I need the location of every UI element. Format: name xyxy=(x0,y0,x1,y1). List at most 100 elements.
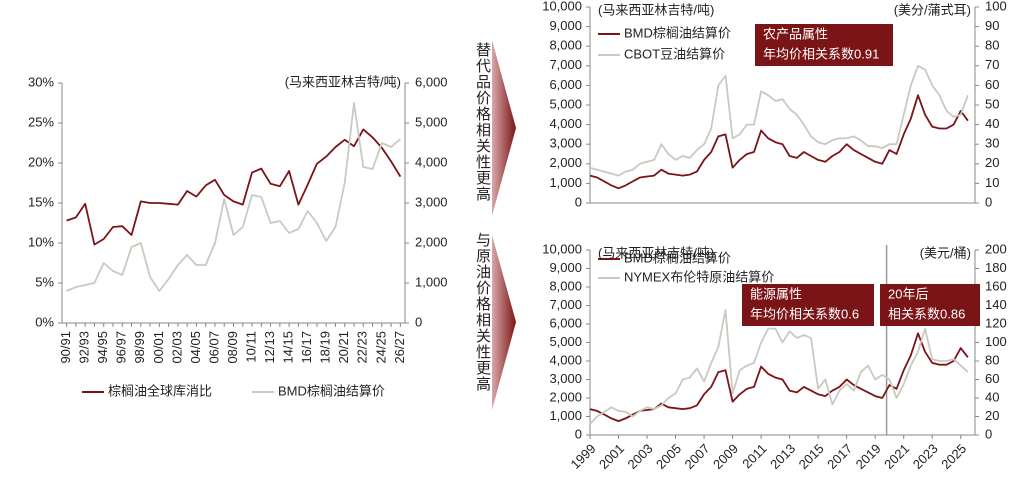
y2-tick-label: 10 xyxy=(985,175,999,190)
arrow xyxy=(492,235,516,410)
x-tick-label: 10/11 xyxy=(243,331,258,363)
y2-tick-label: 40 xyxy=(985,389,999,404)
y2-tick-label: 120 xyxy=(985,315,1007,330)
y2-tick-label: 4,000 xyxy=(415,154,448,169)
legend-label: BMD棕榈油结算价 xyxy=(624,25,731,40)
x-tick-label: 2019 xyxy=(853,441,884,472)
y2-tick-label: 3,000 xyxy=(415,194,448,209)
y-tick-label: 5,000 xyxy=(549,334,582,349)
y2-tick-label: 40 xyxy=(985,116,999,131)
annotation-box xyxy=(755,24,893,66)
legend-label: 棕榈油全球库消比 xyxy=(108,383,212,398)
y2-tick-label: 60 xyxy=(985,371,999,386)
y2-tick-label: 30 xyxy=(985,136,999,151)
y2-axis-label: (美分/蒲式耳) xyxy=(894,2,971,17)
legend-label: CBOT豆油结算价 xyxy=(624,46,725,61)
y2-tick-label: 20 xyxy=(985,408,999,423)
x-tick-label: 96/97 xyxy=(114,331,129,364)
y2-tick-label: 160 xyxy=(985,278,1007,293)
y-tick-label: 8,000 xyxy=(549,278,582,293)
annotation-text: 农产品属性 xyxy=(763,26,828,41)
series-line xyxy=(589,64,969,177)
x-tick-label: 12/13 xyxy=(262,331,277,364)
y2-tick-label: 200 xyxy=(985,241,1007,256)
x-tick-label: 2003 xyxy=(625,441,656,472)
y2-tick-label: 180 xyxy=(985,260,1007,275)
y-tick-label: 5% xyxy=(35,274,54,289)
y-axis-label: (马来西亚林吉特/吨) xyxy=(598,245,714,260)
y2-tick-label: 5,000 xyxy=(415,114,448,129)
y2-tick-label: 70 xyxy=(985,57,999,72)
legend-label: NYMEX布伦特原油结算价 xyxy=(624,269,774,284)
x-tick-label: 2013 xyxy=(767,441,798,472)
x-tick-label: 2017 xyxy=(824,441,855,472)
x-tick-label: 2005 xyxy=(653,441,684,472)
series-line xyxy=(589,94,969,190)
y2-tick-label: 0 xyxy=(415,314,422,329)
y-tick-label: 30% xyxy=(28,74,54,89)
y-tick-label: 10% xyxy=(28,234,54,249)
y2-tick-label: 6,000 xyxy=(415,74,448,89)
x-tick-label: 2023 xyxy=(910,441,941,472)
annotation-text: 能源属性 xyxy=(750,286,802,301)
x-tick-label: 14/15 xyxy=(281,331,296,364)
x-tick-label: 02/03 xyxy=(169,331,184,364)
y2-tick-label: 140 xyxy=(985,297,1007,312)
y-tick-label: 7,000 xyxy=(549,297,582,312)
series-line xyxy=(589,309,969,425)
y-tick-label: 10,000 xyxy=(542,0,582,13)
y-tick-label: 7,000 xyxy=(549,57,582,72)
y-tick-label: 2,000 xyxy=(549,155,582,170)
y2-tick-label: 50 xyxy=(985,96,999,111)
x-tick-label: 2001 xyxy=(596,441,627,472)
y2-tick-label: 60 xyxy=(985,77,999,92)
x-tick-label: 20/21 xyxy=(336,331,351,364)
x-tick-label: 92/93 xyxy=(77,331,92,364)
y-tick-label: 10,000 xyxy=(542,241,582,256)
annotation-box xyxy=(880,284,980,326)
x-tick-label: 2015 xyxy=(796,441,827,472)
x-tick-label: 16/17 xyxy=(299,331,314,364)
arrow xyxy=(492,40,516,216)
x-tick-label: 90/91 xyxy=(58,331,73,364)
series-line xyxy=(66,102,401,292)
annotation-text: 相关系数0.86 xyxy=(888,306,965,321)
x-tick-label: 2021 xyxy=(881,441,912,472)
annotation-text: 年均价相关系数0.91 xyxy=(763,46,879,61)
y2-tick-label: 0 xyxy=(985,194,992,209)
x-tick-label: 00/01 xyxy=(151,331,166,364)
legend-label: BMD棕榈油结算价 xyxy=(278,383,385,398)
y2-axis-label: (美元/桶) xyxy=(920,245,971,260)
y-tick-label: 4,000 xyxy=(549,352,582,367)
side-label: 替代品价格相关性更高 xyxy=(474,42,491,202)
y2-tick-label: 100 xyxy=(985,0,1007,13)
x-tick-label: 2009 xyxy=(710,441,741,472)
x-tick-label: 94/95 xyxy=(95,331,110,364)
y-tick-label: 6,000 xyxy=(549,77,582,92)
x-tick-label: 06/07 xyxy=(206,331,221,364)
x-tick-label: 04/05 xyxy=(188,331,203,364)
y2-axis-label: (马来西亚林吉特/吨) xyxy=(285,74,401,89)
y-tick-label: 6,000 xyxy=(549,315,582,330)
y2-tick-label: 20 xyxy=(985,155,999,170)
y2-tick-label: 1,000 xyxy=(415,274,448,289)
y-tick-label: 5,000 xyxy=(549,96,582,111)
side-label: 与原油价格相关性更高 xyxy=(474,232,491,392)
y-tick-label: 9,000 xyxy=(549,18,582,33)
x-tick-label: 08/09 xyxy=(225,331,240,364)
annotation-text: 20年后 xyxy=(888,286,928,301)
y2-tick-label: 2,000 xyxy=(415,234,448,249)
y-tick-label: 3,000 xyxy=(549,371,582,386)
y-tick-label: 1,000 xyxy=(549,175,582,190)
x-tick-label: 2025 xyxy=(938,441,969,472)
x-tick-label: 26/27 xyxy=(392,331,407,364)
x-tick-label: 24/25 xyxy=(373,331,388,364)
x-tick-label: 22/23 xyxy=(355,331,370,364)
x-tick-label: 2011 xyxy=(739,441,769,471)
y2-tick-label: 80 xyxy=(985,352,999,367)
y-tick-label: 8,000 xyxy=(549,38,582,53)
y-tick-label: 25% xyxy=(28,114,54,129)
y-tick-label: 20% xyxy=(28,154,54,169)
y-axis-label: (马来西亚林吉特/吨) xyxy=(598,2,714,17)
